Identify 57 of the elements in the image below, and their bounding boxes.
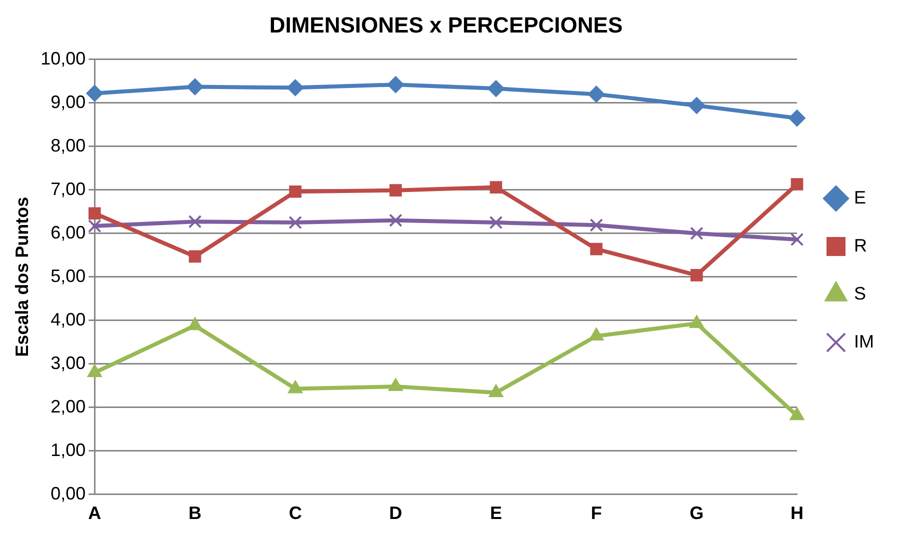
y-tick-label: 9,00 — [50, 92, 86, 112]
point — [689, 314, 704, 328]
point — [188, 215, 202, 228]
point — [87, 364, 102, 378]
y-tick-label: 4,00 — [50, 309, 86, 330]
legend-label: E — [854, 187, 866, 208]
x-tick-label: B — [188, 503, 202, 524]
point — [590, 242, 602, 256]
point — [690, 269, 703, 282]
x-tick-label: D — [389, 503, 402, 524]
point — [790, 407, 804, 420]
legend-label: S — [854, 283, 866, 304]
y-tick-label: 7,00 — [50, 178, 86, 199]
y-tick-label: 8,00 — [50, 135, 86, 156]
point — [289, 185, 302, 198]
point — [490, 181, 502, 194]
point — [588, 86, 605, 103]
point — [388, 378, 404, 392]
point — [788, 110, 806, 127]
point — [88, 207, 101, 220]
point — [286, 79, 304, 96]
x-tick-label: A — [88, 503, 102, 524]
y-tick-label: 6,00 — [50, 222, 86, 242]
y-tick-label: 10,00 — [40, 48, 86, 68]
point — [288, 380, 303, 394]
x-tick-label: G — [690, 503, 704, 524]
x-tick-label: H — [790, 503, 804, 524]
point — [790, 232, 804, 246]
point — [186, 78, 204, 96]
y-tick-label: 2,00 — [50, 396, 86, 416]
point — [389, 214, 402, 228]
y-tick-label: 5,00 — [50, 266, 86, 286]
y-tick-label: 0,00 — [50, 483, 86, 504]
point — [790, 178, 804, 190]
point — [690, 226, 704, 240]
point — [387, 76, 404, 94]
legend-label: IM — [854, 331, 874, 352]
point — [487, 80, 504, 98]
point — [488, 384, 504, 398]
y-axis-title: Escala dos Puntos — [12, 196, 32, 357]
point — [288, 216, 302, 230]
y-tick-label: 3,00 — [50, 352, 86, 373]
x-tick-label: F — [590, 503, 602, 524]
point — [390, 184, 402, 196]
point — [86, 84, 104, 102]
legend-label: R — [854, 235, 868, 256]
x-tick-label: C — [288, 503, 302, 524]
chart-title: DIMENSIONES x PERCEPCIONES — [269, 12, 623, 38]
point — [188, 250, 202, 263]
point — [489, 216, 503, 230]
y-tick-label: 1,00 — [50, 440, 86, 460]
point — [188, 317, 202, 330]
point — [88, 219, 102, 233]
point — [590, 218, 603, 232]
point — [588, 328, 604, 341]
x-tick-label: E — [490, 503, 502, 524]
point — [688, 97, 706, 114]
